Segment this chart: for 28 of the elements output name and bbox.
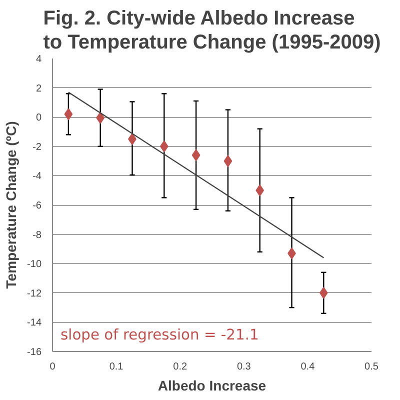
- y-tick-label: -12: [27, 288, 42, 300]
- point: [192, 149, 200, 162]
- y-tick-label: 4: [36, 54, 42, 65]
- point: [256, 184, 264, 196]
- x-axis-title: Albedo Increase: [158, 378, 266, 394]
- y-tick-label: -2: [32, 142, 42, 153]
- y-axis-title: Temperature Change (ºC): [3, 121, 20, 289]
- x-tick-label: 0.1: [109, 362, 124, 372]
- y-tick-label: 0: [36, 112, 42, 124]
- point: [96, 112, 105, 124]
- point: [319, 286, 328, 299]
- y-tick-label: -4: [32, 171, 42, 182]
- x-tick-label: 0.3: [236, 362, 252, 372]
- y-tick-label: -16: [27, 347, 42, 358]
- y-tick-label: -6: [32, 200, 42, 212]
- x-tick-label: 0.2: [173, 362, 188, 372]
- y-tick-label: -14: [27, 318, 42, 329]
- x-tick-label: 0: [50, 362, 56, 372]
- point: [224, 155, 232, 168]
- x-tick-label: 0.5: [364, 362, 379, 372]
- point: [64, 108, 73, 120]
- annotation: slope of regression = -21.1: [60, 326, 259, 344]
- y-tick-label: -10: [27, 259, 42, 270]
- point: [160, 140, 168, 152]
- x-tick-label: 0.4: [300, 362, 316, 372]
- chart-title: Fig. 2. City-wide Albedo Increase to Temperature Change (1995-2009): [43, 7, 381, 54]
- y-tick-label: 2: [36, 83, 42, 94]
- y-tick-label: -8: [32, 230, 42, 241]
